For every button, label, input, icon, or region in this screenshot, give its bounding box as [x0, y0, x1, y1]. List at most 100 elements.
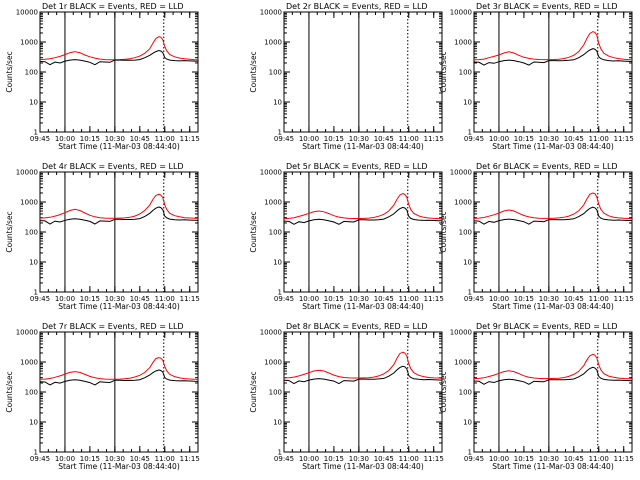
- x-tick-label: 10:00: [299, 295, 319, 303]
- x-axis-label: Start Time (11-Mar-03 08:44:40): [302, 142, 424, 151]
- x-tick-label: 09:45: [30, 295, 50, 303]
- events-series-line: [283, 365, 443, 385]
- panel-det-3: Det 3r BLACK = Events, RED = LLD 1 10 100 10…: [439, 2, 634, 151]
- x-tick-label: 11:15: [424, 455, 444, 463]
- lld-series-line: [283, 193, 443, 220]
- panel-det-6: Det 6r BLACK = Events, RED = LLD 1 10 100 10…: [439, 162, 634, 311]
- plot-frame: [283, 331, 443, 453]
- events-series-line: [473, 366, 633, 385]
- y-tick-label: 100: [459, 69, 472, 77]
- plot-frame: [283, 171, 443, 293]
- panel-title: Det 7r BLACK = Events, RED = LLD: [42, 322, 184, 331]
- x-tick-label: 10:15: [514, 135, 534, 143]
- y-tick-label: 10: [29, 99, 38, 107]
- x-tick-label: 11:15: [424, 135, 444, 143]
- plot-frame: [473, 171, 633, 293]
- y-tick-label: 10: [29, 259, 38, 267]
- y-tick-label: 10000: [16, 9, 38, 17]
- y-tick-label: 1: [278, 129, 282, 137]
- x-tick-label: 09:45: [30, 135, 50, 143]
- y-tick-label: 1000: [264, 199, 282, 207]
- y-tick-label: 1: [278, 449, 282, 457]
- y-tick-label: 1000: [454, 199, 472, 207]
- y-tick-label: 100: [25, 229, 38, 237]
- y-tick-label: 10: [463, 99, 472, 107]
- x-tick-label: 10:15: [80, 455, 100, 463]
- y-axis-label: Counts/sec: [5, 211, 14, 252]
- panel-det-5: Det 5r BLACK = Events, RED = LLD 1 10 100 10…: [249, 162, 444, 311]
- y-tick-label: 10: [273, 259, 282, 267]
- x-tick-label: 10:15: [324, 455, 344, 463]
- y-axis-label: Counts/sec: [439, 371, 448, 412]
- x-axis-label: Start Time (11-Mar-03 08:44:40): [58, 142, 180, 151]
- y-axis-label: Counts/sec: [439, 211, 448, 252]
- y-axis-label: Counts/sec: [5, 371, 14, 412]
- x-tick-label: 10:30: [105, 135, 125, 143]
- panel-det-8: Det 8r BLACK = Events, RED = LLD 1 10 100 10…: [249, 322, 444, 471]
- x-tick-label: 10:15: [514, 455, 534, 463]
- panel-det-1: Det 1r BLACK = Events, RED = LLD 1 10 100 10…: [5, 2, 200, 151]
- plot-frame: [473, 11, 633, 133]
- panel-title: Det 2r BLACK = Events, RED = LLD: [286, 2, 428, 11]
- x-tick-label: 11:00: [399, 135, 419, 143]
- lld-series-line: [283, 351, 443, 379]
- x-tick-label: 10:00: [489, 295, 509, 303]
- events-series-line: [39, 206, 199, 225]
- x-tick-label: 11:00: [589, 455, 609, 463]
- x-tick-label: 09:45: [274, 455, 294, 463]
- y-tick-label: 1: [278, 289, 282, 297]
- x-tick-label: 10:00: [299, 455, 319, 463]
- x-tick-label: 10:45: [130, 295, 150, 303]
- y-tick-label: 10000: [16, 169, 38, 177]
- x-tick-label: 09:45: [274, 295, 294, 303]
- y-tick-label: 10: [273, 99, 282, 107]
- plot-frame: [39, 11, 199, 133]
- y-tick-label: 1000: [264, 359, 282, 367]
- y-tick-label: 10: [463, 259, 472, 267]
- x-tick-label: 09:45: [274, 135, 294, 143]
- x-tick-label: 10:45: [564, 295, 584, 303]
- y-tick-label: 10: [463, 419, 472, 427]
- x-tick-label: 10:30: [105, 295, 125, 303]
- plot-frame: [283, 11, 443, 133]
- lld-series-line: [473, 31, 633, 61]
- y-tick-label: 100: [25, 69, 38, 77]
- x-tick-label: 10:00: [55, 455, 75, 463]
- x-axis-label: Start Time (11-Mar-03 08:44:40): [58, 462, 180, 471]
- x-tick-label: 10:45: [564, 135, 584, 143]
- lld-series-line: [39, 357, 199, 380]
- x-tick-label: 10:45: [374, 455, 394, 463]
- x-tick-label: 10:15: [324, 295, 344, 303]
- y-tick-label: 10000: [450, 9, 472, 17]
- x-tick-label: 11:00: [399, 295, 419, 303]
- plot-frame: [473, 331, 633, 453]
- events-series-line: [39, 369, 199, 386]
- y-tick-label: 1000: [20, 359, 38, 367]
- y-tick-label: 1000: [454, 359, 472, 367]
- y-tick-label: 10000: [260, 329, 282, 337]
- x-tick-label: 10:45: [374, 295, 394, 303]
- x-tick-label: 11:00: [589, 135, 609, 143]
- x-tick-label: 09:45: [464, 455, 484, 463]
- y-tick-label: 1: [34, 289, 38, 297]
- events-series-line: [283, 206, 443, 225]
- y-axis-label: Counts/sec: [5, 51, 14, 92]
- y-tick-label: 100: [269, 229, 282, 237]
- events-series-line: [473, 206, 633, 225]
- lld-series-line: [473, 353, 633, 380]
- panel-det-7: Det 7r BLACK = Events, RED = LLD 1 10 100 10…: [5, 322, 200, 471]
- y-axis-label: Counts/sec: [439, 51, 448, 92]
- x-tick-label: 11:00: [155, 455, 175, 463]
- y-tick-label: 1: [34, 449, 38, 457]
- lld-series-line: [39, 36, 199, 61]
- x-tick-label: 10:15: [324, 135, 344, 143]
- panel-title: Det 5r BLACK = Events, RED = LLD: [286, 162, 428, 171]
- x-tick-label: 10:30: [539, 455, 559, 463]
- panel-title: Det 3r BLACK = Events, RED = LLD: [476, 2, 618, 11]
- panel-title: Det 1r BLACK = Events, RED = LLD: [42, 2, 184, 11]
- x-tick-label: 10:00: [299, 135, 319, 143]
- x-tick-label: 10:00: [489, 135, 509, 143]
- y-tick-label: 1000: [20, 39, 38, 47]
- y-tick-label: 1000: [454, 39, 472, 47]
- x-tick-label: 10:30: [349, 295, 369, 303]
